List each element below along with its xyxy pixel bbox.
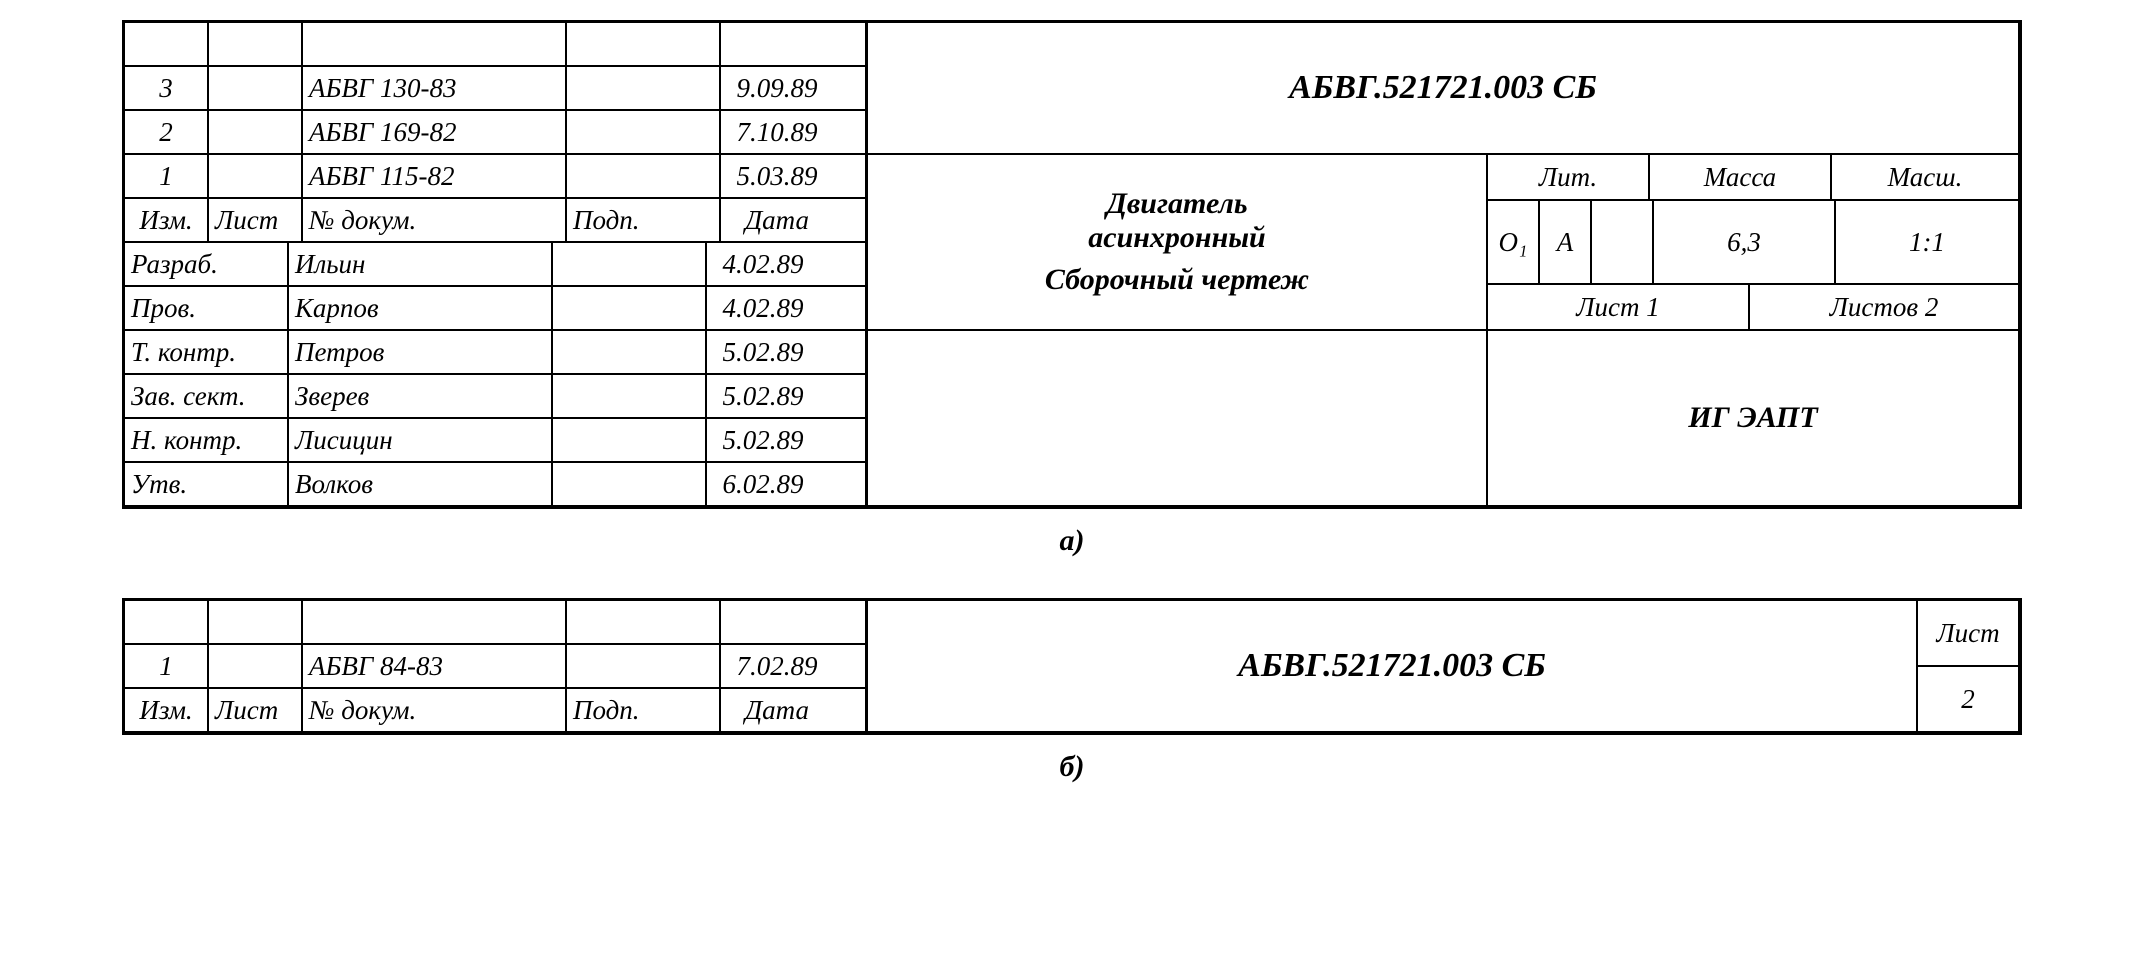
right-panel-b: АБВГ.521721.003 СБ Лист 2 — [865, 601, 2018, 731]
name-cell: Волков — [289, 463, 553, 505]
podp-cell — [553, 287, 707, 329]
role-cell: Т. контр. — [125, 331, 289, 373]
rev-date: 7.10.89 — [721, 111, 833, 153]
lit-cell-1: О₁ — [1488, 201, 1540, 283]
title-line1: Двигатель — [1106, 187, 1247, 221]
rev-date: 5.03.89 — [721, 155, 833, 197]
podp-cell — [553, 243, 707, 285]
title-line2: асинхронный — [1088, 221, 1265, 255]
bottom-section: ИГ ЭАПТ — [868, 331, 2018, 505]
name-cell: Ильин — [289, 243, 553, 285]
rev-date: 9.09.89 — [721, 67, 833, 109]
meta-box: Лит. Масса Масш. О₁ А 6,3 1:1 Лист 1 Лис… — [1488, 155, 2018, 329]
massh-value: 1:1 — [1836, 201, 2018, 283]
title-block-a: 3АБВГ 130-839.09.89 2АБВГ 169-827.10.89 … — [122, 20, 2022, 509]
rev-doc — [303, 601, 567, 643]
role-cell: Утв. — [125, 463, 289, 505]
hdr-izm: Изм. — [125, 689, 209, 731]
rev-izm: 3 — [125, 67, 209, 109]
rev-izm — [125, 23, 209, 65]
rev-list — [209, 23, 303, 65]
title-line3: Сборочный чертеж — [1045, 263, 1309, 297]
rev-doc — [303, 23, 567, 65]
caption-b: б) — [122, 750, 2022, 784]
right-panel-a: АБВГ.521721.003 СБ Двигатель асинхронный… — [865, 23, 2018, 505]
rev-izm: 1 — [125, 155, 209, 197]
date-cell: 4.02.89 — [707, 243, 819, 285]
list-column: Лист 2 — [1918, 601, 2018, 731]
rev-podp — [567, 155, 721, 197]
podp-cell — [553, 463, 707, 505]
role-cell: Н. контр. — [125, 419, 289, 461]
date-cell: 6.02.89 — [707, 463, 819, 505]
date-cell: 5.02.89 — [707, 419, 819, 461]
rev-list — [209, 67, 303, 109]
hdr-list: Лист — [209, 689, 303, 731]
rev-doc: АБВГ 169-82 — [303, 111, 567, 153]
rev-izm: 2 — [125, 111, 209, 153]
rev-date: 7.02.89 — [721, 645, 833, 687]
rev-izm: 1 — [125, 645, 209, 687]
podp-cell — [553, 419, 707, 461]
mid-section: Двигатель асинхронный Сборочный чертеж Л… — [868, 155, 2018, 331]
bottom-left-empty — [868, 331, 1488, 505]
role-cell: Разраб. — [125, 243, 289, 285]
rev-doc: АБВГ 84-83 — [303, 645, 567, 687]
hdr-izm: Изм. — [125, 199, 209, 241]
name-cell: Лисицин — [289, 419, 553, 461]
hdr-date: Дата — [721, 689, 833, 731]
organization: ИГ ЭАПТ — [1488, 331, 2018, 505]
name-cell: Петров — [289, 331, 553, 373]
rev-doc: АБВГ 115-82 — [303, 155, 567, 197]
hdr-podp: Подп. — [567, 689, 721, 731]
podp-cell — [553, 331, 707, 373]
podp-cell — [553, 375, 707, 417]
rev-podp — [567, 23, 721, 65]
drawing-title: Двигатель асинхронный Сборочный чертеж — [868, 155, 1488, 329]
name-cell: Зверев — [289, 375, 553, 417]
lit-cell-2: А — [1540, 201, 1592, 283]
rev-podp — [567, 111, 721, 153]
rev-date — [721, 23, 833, 65]
rev-list — [209, 645, 303, 687]
rev-list — [209, 155, 303, 197]
date-cell: 5.02.89 — [707, 375, 819, 417]
rev-podp — [567, 67, 721, 109]
rev-date — [721, 601, 833, 643]
rev-doc: АБВГ 130-83 — [303, 67, 567, 109]
caption-a: а) — [122, 524, 2022, 558]
rev-list — [209, 601, 303, 643]
rev-podp — [567, 645, 721, 687]
lit-header: Лит. — [1488, 155, 1650, 199]
hdr-list: Лист — [209, 199, 303, 241]
name-cell: Карпов — [289, 287, 553, 329]
massh-header: Масш. — [1832, 155, 2018, 199]
massa-value: 6,3 — [1654, 201, 1836, 283]
doc-code: АБВГ.521721.003 СБ — [868, 23, 2018, 155]
sheet-num: Лист 1 — [1488, 285, 1750, 329]
hdr-doc: № докум. — [303, 199, 567, 241]
list-label: Лист — [1918, 601, 2018, 667]
hdr-podp: Подп. — [567, 199, 721, 241]
date-cell: 5.02.89 — [707, 331, 819, 373]
doc-code-b: АБВГ.521721.003 СБ — [868, 601, 1918, 731]
massa-header: Масса — [1650, 155, 1832, 199]
title-block-b: 1АБВГ 84-837.02.89 Изм.Лист№ докум.Подп.… — [122, 598, 2022, 735]
hdr-doc: № докум. — [303, 689, 567, 731]
lit-cell-3 — [1592, 201, 1654, 283]
rev-podp — [567, 601, 721, 643]
role-cell: Зав. сект. — [125, 375, 289, 417]
left-panel-a: 3АБВГ 130-839.09.89 2АБВГ 169-827.10.89 … — [125, 23, 865, 505]
hdr-date: Дата — [721, 199, 833, 241]
left-panel-b: 1 АБВГ 84-83 7.02.89 Изм.Лист№ докум.Подп.… — [125, 601, 865, 731]
list-number: 2 — [1918, 667, 2018, 731]
sheets-total: Листов 2 — [1750, 285, 2018, 329]
rev-list — [209, 111, 303, 153]
role-cell: Пров. — [125, 287, 289, 329]
rev-izm — [125, 601, 209, 643]
date-cell: 4.02.89 — [707, 287, 819, 329]
